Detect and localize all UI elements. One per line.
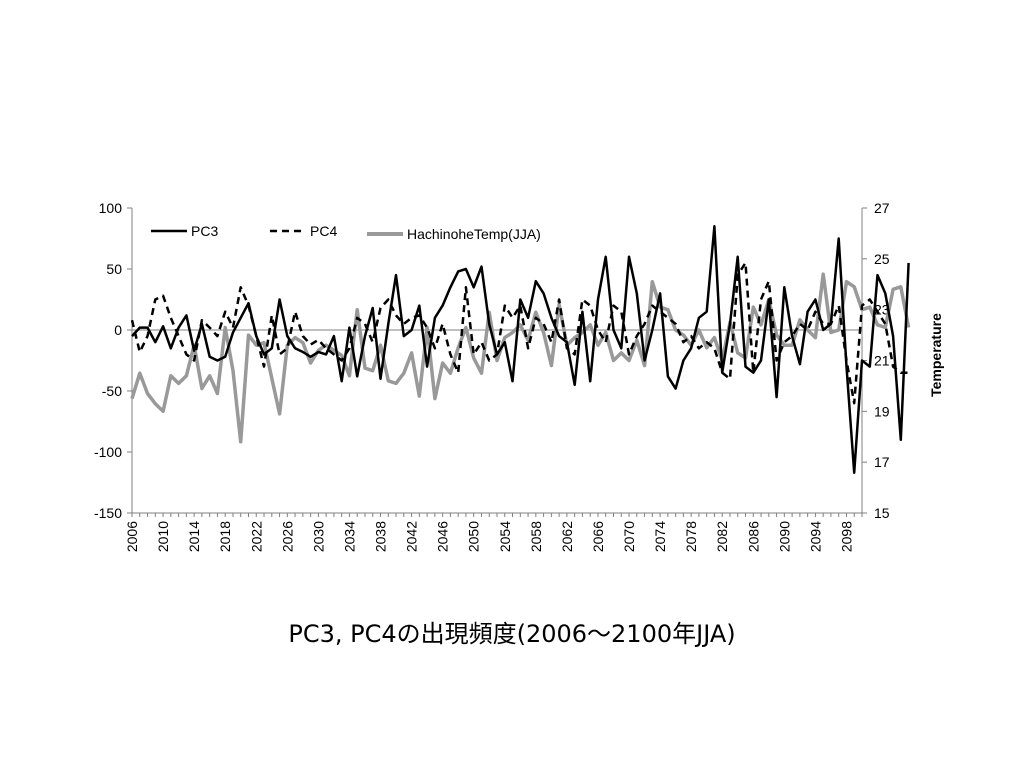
x-tick-label: 2006 <box>124 521 140 552</box>
x-tick-label: 2078 <box>683 521 699 552</box>
left-tick-label: -100 <box>94 444 122 460</box>
right-tick-label: 21 <box>874 353 890 369</box>
x-tick-label: 2046 <box>435 521 451 552</box>
x-tick-label: 2070 <box>621 521 637 552</box>
left-tick-label: 100 <box>99 200 123 216</box>
left-tick-label: 0 <box>114 322 122 338</box>
right-tick-label: 19 <box>874 403 890 419</box>
legend-label: PC4 <box>310 223 337 239</box>
x-tick-label: 2094 <box>807 521 823 552</box>
x-tick-label: 2062 <box>559 521 575 552</box>
left-axis-ticks: -150 -100 -50 0 50 100 <box>94 200 132 521</box>
x-tick-label: 2022 <box>248 521 264 552</box>
x-tick-label: 2082 <box>714 521 730 552</box>
right-tick-label: 15 <box>874 505 890 521</box>
x-tick-label: 2038 <box>373 521 389 552</box>
x-tick-label: 2054 <box>497 521 513 552</box>
series-layer <box>130 225 911 474</box>
x-tick-label: 2030 <box>310 521 326 552</box>
right-axis-title: Temperature <box>928 313 944 397</box>
x-tick-label: 2010 <box>155 521 171 552</box>
right-tick-label: 17 <box>874 454 890 470</box>
legend-label: HachinoheTemp(JJA) <box>407 226 541 242</box>
x-axis-ticks: 2006 2010 2014 2018 2022 2026 2030 2034 2038 2042… <box>124 513 863 552</box>
x-tick-label: 2050 <box>466 521 482 552</box>
left-tick-label: -50 <box>102 383 122 399</box>
x-tick-label: 2074 <box>652 521 668 552</box>
x-tick-label: 2098 <box>838 521 854 552</box>
x-tick-label: 2042 <box>404 521 420 552</box>
x-tick-label: 2018 <box>217 521 233 552</box>
series-line-pc4 <box>130 261 909 405</box>
x-tick-label: 2034 <box>341 521 357 552</box>
right-tick-label: 27 <box>874 200 890 216</box>
left-tick-label: 50 <box>106 261 122 277</box>
right-tick-label: 25 <box>874 251 890 267</box>
x-tick-label: 2090 <box>776 521 792 552</box>
x-tick-label: 2086 <box>745 521 761 552</box>
x-tick-label: 2014 <box>186 521 202 552</box>
caption: PC3, PC4の出現頻度(2006〜2100年JJA) <box>288 620 736 648</box>
left-tick-label: -150 <box>94 505 122 521</box>
series-line-pc3 <box>131 225 910 474</box>
x-tick-label: 2026 <box>279 521 295 552</box>
x-tick-label: 2066 <box>590 521 606 552</box>
series-line-hachinohetemp-jja <box>130 272 911 444</box>
legend: PC3 PC4 HachinoheTemp(JJA) <box>151 223 541 242</box>
legend-label: PC3 <box>191 223 218 239</box>
x-tick-label: 2058 <box>528 521 544 552</box>
